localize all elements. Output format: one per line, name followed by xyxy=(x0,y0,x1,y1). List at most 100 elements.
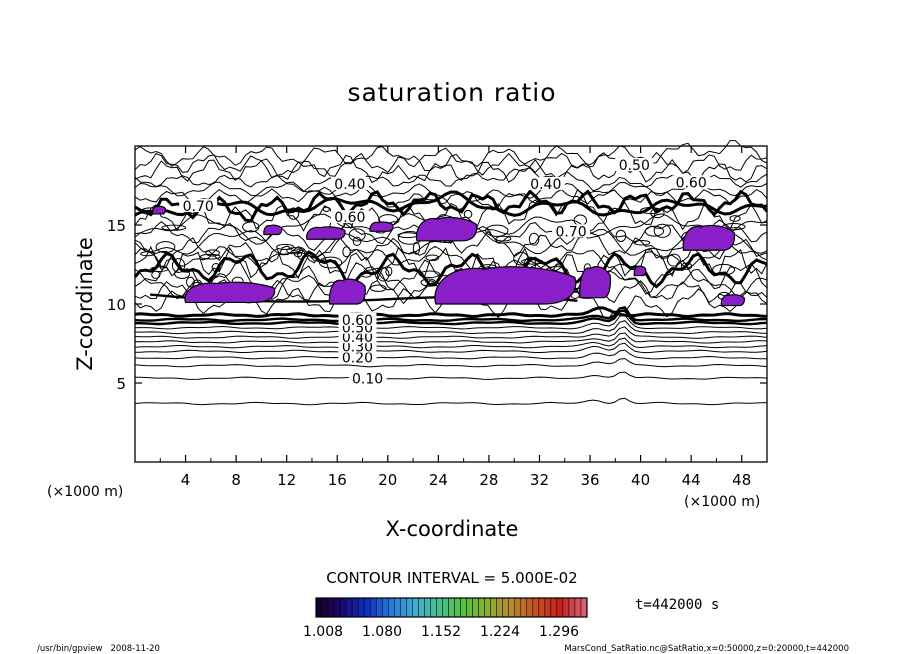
contour-loop xyxy=(513,251,529,266)
contour-loop xyxy=(463,209,473,219)
contour-loop xyxy=(287,207,300,220)
contour-loop xyxy=(348,228,366,242)
contour-loop xyxy=(712,263,736,276)
contour-loop xyxy=(150,266,169,272)
colorbar-cell xyxy=(544,597,552,618)
contour-interval: CONTOUR INTERVAL = 5.000E-02 xyxy=(326,569,577,587)
x-tick-label: 44 xyxy=(682,471,701,489)
colorbar-cell xyxy=(562,597,570,618)
contour-line xyxy=(134,349,768,360)
contour-label: 0.60 xyxy=(676,175,707,191)
colorbar-cell xyxy=(502,597,509,618)
supersaturated-region xyxy=(152,205,167,215)
contour-loop xyxy=(729,215,741,222)
colorbar-cell xyxy=(580,597,588,618)
contour-loop xyxy=(376,267,390,282)
x-tick-label: 36 xyxy=(580,471,599,489)
contour-label-bg xyxy=(615,157,654,171)
contour-loop xyxy=(161,224,187,231)
colorbar-cell xyxy=(333,597,341,618)
supersaturated-region xyxy=(184,281,276,304)
colorbar-tick-label: 1.296 xyxy=(539,624,579,640)
contour-loop xyxy=(174,268,191,279)
colorbar-cell xyxy=(550,597,558,618)
contour-loop xyxy=(242,221,260,233)
colorbar-cell xyxy=(315,597,323,618)
contour-loop xyxy=(205,249,220,257)
chart-title: saturation ratio xyxy=(347,78,556,107)
colorbar-cell xyxy=(454,597,461,618)
contour-label: 0.70 xyxy=(555,224,586,240)
y-axis-unit: (×1000 m) xyxy=(47,484,123,500)
footer-source: MarsCond_SatRatio.nc@SatRatio,x=0:50000,… xyxy=(564,644,849,654)
colorbar-cell xyxy=(496,597,503,618)
contour-label-bg xyxy=(348,371,387,385)
colorbar-cell xyxy=(418,597,425,618)
contour-loop xyxy=(318,256,343,269)
colorbar-cell xyxy=(412,597,419,618)
supersaturated-region xyxy=(720,294,745,307)
colorbar-cell xyxy=(466,597,473,618)
contour-label-set: 0.100.200.300.400.500.600.40 0.400.500.60… xyxy=(179,157,711,387)
colorbar-cell xyxy=(460,597,467,618)
contour-line xyxy=(135,371,768,380)
contour-loop xyxy=(666,253,681,267)
colorbar-tick-label: 1.224 xyxy=(480,624,520,640)
x-tick-label: 12 xyxy=(277,471,296,489)
colorbar-tick-label: 1.152 xyxy=(421,624,461,640)
colorbar-cell xyxy=(520,597,528,618)
contour-line xyxy=(134,167,768,193)
lower-contour-set xyxy=(134,306,768,406)
contour-line xyxy=(134,181,768,211)
contour-line xyxy=(134,332,768,344)
footer-program: /usr/bin/gpview 2008-11-20 xyxy=(37,644,160,654)
contour-line xyxy=(134,326,768,339)
contour-line xyxy=(134,337,768,349)
colorbar-cell xyxy=(508,597,515,618)
colorbar-cell xyxy=(357,597,365,618)
contour-line xyxy=(133,250,768,289)
x-tick-label: 20 xyxy=(378,471,397,489)
contour-label: 0.40 xyxy=(334,177,365,193)
contour-label-bg xyxy=(526,176,565,190)
supersaturated-region xyxy=(369,221,394,232)
contour-line xyxy=(134,357,768,368)
contour-loop xyxy=(151,270,161,279)
contour-label: 0.20 xyxy=(342,351,373,367)
contour-label-bg xyxy=(672,175,711,189)
colorbar-cell xyxy=(574,597,582,618)
colorbar-cell xyxy=(369,597,377,618)
colorbar-cell xyxy=(472,597,479,618)
colorbar-cell xyxy=(556,597,564,618)
plot-area: 0.100.200.300.400.500.600.40 0.400.500.60… xyxy=(107,140,769,489)
x-tick-label: 32 xyxy=(530,471,549,489)
contour-loop xyxy=(171,258,186,273)
colorbar-cell xyxy=(339,597,347,618)
x-tick-label: 8 xyxy=(231,471,241,489)
contour-loop xyxy=(419,270,441,279)
x-tick-label: 16 xyxy=(328,471,347,489)
contour-loop xyxy=(186,276,195,288)
contour-loop xyxy=(360,270,372,278)
contour-loop xyxy=(644,225,665,237)
contour-loop xyxy=(293,251,303,258)
colorbar-cell xyxy=(363,597,371,618)
colorbar-tick-label: 1.008 xyxy=(303,624,343,640)
contour-line xyxy=(134,213,768,245)
x-tick-label: 28 xyxy=(479,471,498,489)
contour-loop xyxy=(342,246,351,258)
colorbar-cell xyxy=(351,597,359,618)
contour-line xyxy=(134,342,768,354)
contour-line xyxy=(134,397,768,406)
contour-loop xyxy=(412,241,421,255)
contour-label: 0.10 xyxy=(352,371,383,387)
contour-loop xyxy=(370,284,387,292)
contour-line xyxy=(134,314,768,330)
supersaturated-region xyxy=(579,266,612,299)
supersaturated-regions xyxy=(152,205,745,307)
contour-loop xyxy=(420,278,437,287)
colorbar-cell xyxy=(400,597,407,618)
y-axis-label: Z-coordinate xyxy=(73,237,97,371)
